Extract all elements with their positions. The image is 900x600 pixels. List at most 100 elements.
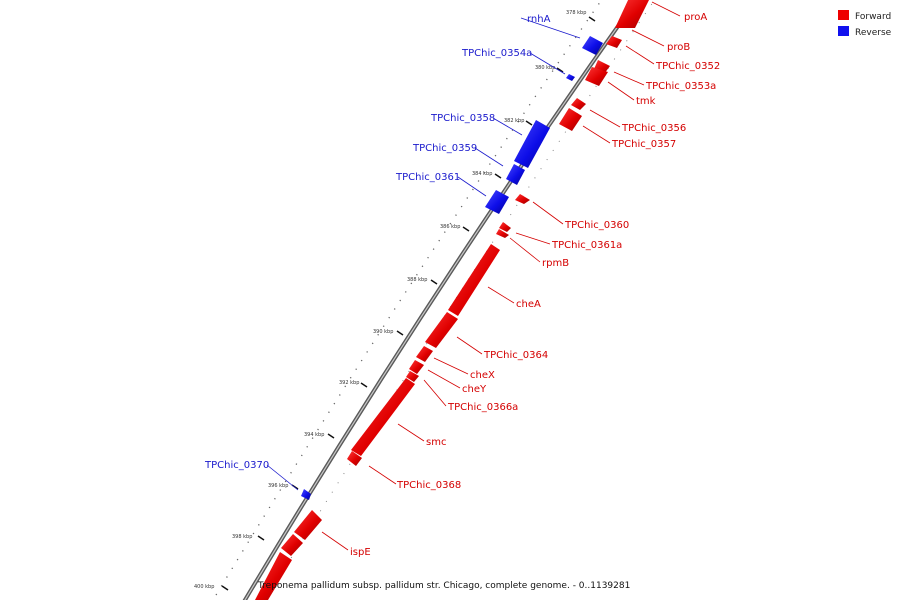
gene-TPChic_0356[interactable] <box>559 108 582 131</box>
leader-line <box>607 81 635 101</box>
leader-line <box>474 147 504 167</box>
gene-TPChic_0360[interactable] <box>515 194 530 204</box>
major-ticks <box>221 16 596 591</box>
legend-reverse-label: Reverse <box>855 28 892 38</box>
tick-label: 388 kbp <box>407 277 427 283</box>
reverse-labels: rnhA TPChic_0354a TPChic_0358 TPChic_035… <box>204 14 551 471</box>
gene-smc[interactable] <box>351 378 415 456</box>
gene-label[interactable]: TPChic_0358 <box>430 113 495 124</box>
major-tick <box>257 535 265 541</box>
gene-label[interactable]: TPChic_0368 <box>396 480 461 491</box>
gene-label[interactable]: cheY <box>462 384 487 395</box>
legend-forward-swatch <box>838 10 849 20</box>
gene-TPChic_0366a[interactable] <box>406 371 419 382</box>
gene-proB[interactable] <box>606 36 622 48</box>
gene-TPChic_0361[interactable] <box>485 190 509 214</box>
genome-caption: Treponema pallidum subsp. pallidum str. … <box>257 581 630 591</box>
leader-line <box>433 357 469 375</box>
major-tick <box>556 67 564 73</box>
gene-proA[interactable] <box>615 0 650 28</box>
gene-forward-unlabeled[interactable] <box>281 534 303 556</box>
leader-line <box>487 286 515 304</box>
gene-label[interactable]: proB <box>667 42 690 53</box>
tick-labels: 378 kbp 380 kbp 382 kbp 384 kbp 386 kbp … <box>194 10 586 590</box>
leader-line <box>397 423 425 442</box>
gene-label[interactable]: rnhA <box>527 14 551 25</box>
tick-label: 398 kbp <box>232 534 252 540</box>
leader-line <box>423 379 447 407</box>
legend-reverse-swatch <box>838 26 849 36</box>
gene-cheA[interactable] <box>448 244 500 316</box>
gene-rpmB[interactable] <box>496 229 509 238</box>
leader-line <box>368 465 397 485</box>
gene-TPChic_0358[interactable] <box>514 120 550 168</box>
leader-line <box>631 29 665 47</box>
leader-line <box>613 71 645 86</box>
gene-label[interactable]: TPChic_0370 <box>204 460 269 471</box>
gene-forward-unlabeled[interactable] <box>255 552 292 600</box>
major-tick <box>221 585 229 591</box>
gene-TPChic_0364[interactable] <box>425 312 458 348</box>
tick-ring <box>212 0 603 600</box>
major-tick <box>430 279 438 285</box>
tick-label: 380 kbp <box>535 65 555 71</box>
leader-line <box>651 1 681 17</box>
leader-line <box>520 17 581 39</box>
gene-TPChic_0370[interactable] <box>301 489 311 500</box>
gene-label[interactable]: TPChic_0352 <box>655 61 720 72</box>
major-tick <box>494 173 502 179</box>
leader-line <box>266 464 299 491</box>
gene-label[interactable]: TPChic_0364 <box>483 350 548 361</box>
gene-TPChic_0368[interactable] <box>347 451 362 466</box>
gene-label[interactable]: rpmB <box>542 258 569 269</box>
legend: Forward Reverse <box>838 10 892 38</box>
tick-label: 386 kbp <box>440 224 460 230</box>
leader-line <box>589 109 621 128</box>
gene-label[interactable]: ispE <box>350 547 371 558</box>
major-tick <box>462 226 470 232</box>
tick-label: 396 kbp <box>268 483 288 489</box>
major-tick <box>396 330 404 336</box>
tick-label: 394 kbp <box>304 432 324 438</box>
gene-label[interactable]: TPChic_0366a <box>447 402 518 413</box>
gene-rnhA[interactable] <box>582 36 603 55</box>
gene-label[interactable]: TPChic_0357 <box>611 139 676 150</box>
reverse-genes <box>301 36 603 500</box>
leader-line <box>457 176 487 197</box>
legend-forward-label: Forward <box>855 12 891 22</box>
gene-label[interactable]: TPChic_0359 <box>412 143 477 154</box>
gene-cheX[interactable] <box>416 346 433 362</box>
gene-TPChic_0359[interactable] <box>506 164 525 185</box>
gene-label[interactable]: TPChic_0360 <box>564 220 629 231</box>
leader-line <box>625 45 655 65</box>
major-tick <box>588 16 596 22</box>
gene-label[interactable]: cheX <box>470 370 495 381</box>
major-tick <box>360 382 368 388</box>
genome-backbone <box>242 0 639 600</box>
leader-line <box>456 336 483 355</box>
leader-line <box>427 369 461 389</box>
forward-genes <box>255 0 650 600</box>
leader-line <box>532 201 564 225</box>
gene-ispE[interactable] <box>294 510 322 540</box>
gene-cheY[interactable] <box>409 360 424 374</box>
gene-TPChic_0353a[interactable] <box>585 67 608 86</box>
gene-label[interactable]: smc <box>426 437 446 448</box>
gene-label[interactable]: tmk <box>636 96 656 107</box>
gene-label[interactable]: proA <box>684 12 707 23</box>
gene-tmk[interactable] <box>571 98 586 110</box>
leader-line <box>509 237 541 263</box>
gene-TPChic_0354a[interactable] <box>566 74 575 81</box>
tick-label: 392 kbp <box>339 380 359 386</box>
gene-label[interactable]: TPChic_0353a <box>645 81 716 92</box>
leader-lines <box>266 1 681 551</box>
gene-label[interactable]: cheA <box>516 299 541 310</box>
gene-label[interactable]: TPChic_0361 <box>395 172 460 183</box>
gene-TPChic_0361a[interactable] <box>499 222 511 232</box>
gene-label[interactable]: TPChic_0354a <box>461 48 532 59</box>
gene-label[interactable]: TPChic_0356 <box>621 123 686 134</box>
gene-label[interactable]: TPChic_0361a <box>551 240 622 251</box>
forward-labels: proA proB TPChic_0352 TPChic_0353a tmk T… <box>350 12 720 558</box>
